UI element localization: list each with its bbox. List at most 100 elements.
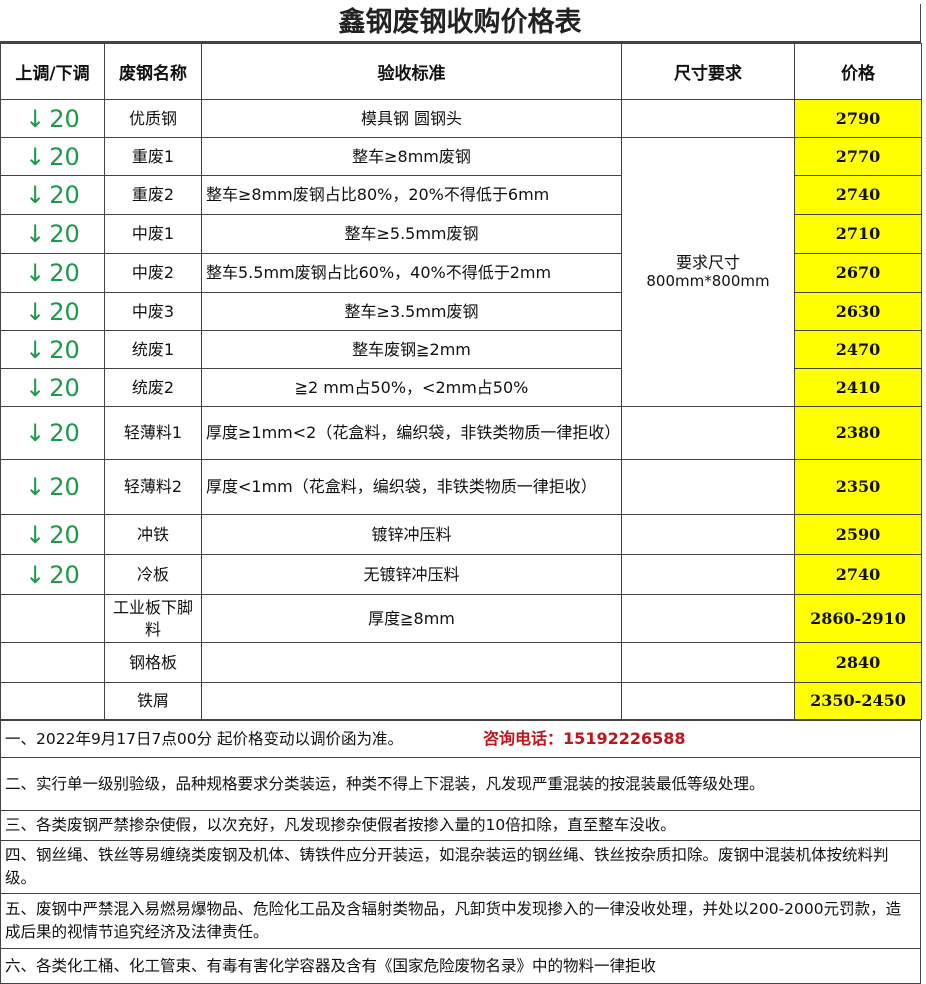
adjust-cell (0, 682, 105, 720)
price-table: 上调/下调 废钢名称 验收标准 尺寸要求 价格 ↓ 20 优质钢 模具钢 圆钢头 279… (0, 43, 922, 720)
standard-cell: 厚度<1mm（花盒料，编织袋，非铁类物质一律拒收） (201, 459, 622, 515)
standard-cell: 整车≥3.5mm废钢 (201, 292, 622, 331)
note-2: 二、实行单一级别验级，品种规格要求分类装运，种类不得上下混装，凡发现严重混装的按… (0, 757, 921, 811)
note-6: 六、各类化工桶、化工管束、有毒有害化学容器及含有《国家危险废物名录》中的物料一律… (0, 948, 921, 984)
table-row: ↓ 20 冷板 无镀锌冲压料 2740 (0, 554, 922, 595)
standard-cell: 厚度≥1mm<2（花盒料，编织袋，非铁类物质一律拒收） (201, 406, 622, 460)
name-cell: 工业板下脚料 (104, 594, 202, 643)
page-title: 鑫钢废钢收购价格表 (0, 4, 921, 43)
size-cell (621, 406, 795, 460)
table-row: ↓ 20 统废1 整车废钢≧2mm 2470 (0, 330, 922, 369)
size-cell (621, 642, 795, 683)
name-cell: 中废2 (104, 253, 202, 293)
standard-cell (201, 642, 622, 683)
standard-cell: 整车≥8mm废钢占比80%，20%不得低于6mm (201, 175, 622, 215)
name-cell: 轻薄料2 (104, 459, 202, 515)
header-adjust: 上调/下调 (0, 43, 105, 100)
adjust-cell: ↓ 20 (0, 330, 105, 369)
table-row: ↓ 20 冲铁 镀锌冲压料 2590 (0, 514, 922, 555)
price-cell: 2410 (794, 368, 922, 407)
price-cell: 2630 (794, 292, 922, 331)
arrow-down-icon: ↓ (25, 259, 46, 287)
table-row: ↓ 20 重废1 整车≥8mm废钢 要求尺寸 800mm*800mm 2770 (0, 137, 922, 407)
name-cell: 统废1 (104, 330, 202, 369)
adjust-cell: ↓ 20 (0, 554, 105, 595)
standard-cell: 整车≥8mm废钢 (201, 137, 622, 176)
price-cell: 2860-2910 (794, 594, 922, 643)
arrow-down-icon: ↓ (25, 560, 46, 589)
table-row: ↓ 20 优质钢 模具钢 圆钢头 2790 (0, 99, 922, 138)
adjust-cell: ↓ 20 (0, 514, 105, 555)
standard-cell (201, 682, 622, 720)
arrow-down-icon: ↓ (25, 142, 46, 171)
header-standard: 验收标准 (201, 43, 622, 100)
header-price: 价格 (794, 43, 922, 100)
size-cell (621, 682, 795, 720)
standard-cell: 模具钢 圆钢头 (201, 99, 622, 138)
adjust-cell: ↓ 20 (0, 368, 105, 407)
price-sheet: 鑫钢废钢收购价格表 上调/下调 废钢名称 验收标准 尺寸要求 价格 ↓ 20 优质钢… (0, 4, 922, 984)
adjust-cell (0, 642, 105, 683)
notes-table: 一、2022年9月17日7点00分 起价格变动以调价函为准。 咨询电话：15192… (0, 720, 921, 984)
adjust-cell: ↓ 20 (0, 459, 105, 515)
table-row: ↓ 20 重废2 整车≥8mm废钢占比80%，20%不得低于6mm 2740 (0, 175, 922, 215)
price-cell: 2380 (794, 406, 922, 460)
arrow-down-icon: ↓ (25, 473, 46, 501)
note-4: 四、钢丝绳、铁丝等易缠绕类废钢及机体、铸铁件应分开装运，如混杂装运的钢丝绳、铁丝… (0, 840, 921, 894)
size-cell (621, 459, 795, 515)
size-cell (621, 99, 795, 138)
header-row: 上调/下调 废钢名称 验收标准 尺寸要求 价格 (0, 43, 922, 100)
header-size: 尺寸要求 (621, 43, 795, 100)
name-cell: 中废3 (104, 292, 202, 331)
size-cell (621, 514, 795, 555)
price-cell: 2740 (794, 554, 922, 595)
arrow-down-icon: ↓ (25, 520, 46, 549)
name-cell: 重废1 (104, 137, 202, 176)
standard-cell: 厚度≧8mm (201, 594, 622, 643)
arrow-down-icon: ↓ (25, 335, 46, 364)
price-cell: 2350 (794, 459, 922, 515)
adjust-cell: ↓ 20 (0, 214, 105, 254)
standard-cell: 镀锌冲压料 (201, 514, 622, 555)
name-cell: 冲铁 (104, 514, 202, 555)
adjust-cell: ↓ 20 (0, 292, 105, 331)
price-cell: 2470 (794, 330, 922, 369)
table-row: 铁屑 2350-2450 (0, 682, 922, 720)
table-row: ↓ 20 中废2 整车5.5mm废钢占比60%，40%不得低于2mm 2670 (0, 253, 922, 293)
standard-cell: ≧2 mm占50%，<2mm占50% (201, 368, 622, 407)
adjust-cell: ↓ 20 (0, 99, 105, 138)
adjust-cell: ↓ 20 (0, 137, 105, 176)
adjust-cell (0, 594, 105, 643)
standard-cell: 整车5.5mm废钢占比60%，40%不得低于2mm (201, 253, 622, 293)
name-cell: 轻薄料1 (104, 406, 202, 460)
price-cell: 2710 (794, 214, 922, 254)
arrow-down-icon: ↓ (25, 297, 46, 326)
name-cell: 铁屑 (104, 682, 202, 720)
price-cell: 2740 (794, 175, 922, 215)
adjust-cell: ↓ 20 (0, 406, 105, 460)
size-cell (621, 554, 795, 595)
price-cell: 2350-2450 (794, 682, 922, 720)
arrow-down-icon: ↓ (25, 104, 46, 133)
name-cell: 冷板 (104, 554, 202, 595)
arrow-down-icon: ↓ (25, 181, 46, 209)
note-1: 一、2022年9月17日7点00分 起价格变动以调价函为准。 咨询电话：15192… (0, 720, 921, 758)
adjust-cell: ↓ 20 (0, 175, 105, 215)
price-cell: 2840 (794, 642, 922, 683)
standard-cell: 无镀锌冲压料 (201, 554, 622, 595)
table-row: ↓ 20 统废2 ≧2 mm占50%，<2mm占50% 2410 (0, 368, 922, 407)
table-row: ↓ 20 轻薄料1 厚度≥1mm<2（花盒料，编织袋，非铁类物质一律拒收） 2380 (0, 406, 922, 460)
arrow-down-icon: ↓ (25, 220, 46, 248)
phone-number: 咨询电话：15192226588 (483, 729, 686, 748)
header-name: 废钢名称 (104, 43, 202, 100)
table-row: ↓ 20 中废1 整车≥5.5mm废钢 2710 (0, 214, 922, 254)
name-cell: 优质钢 (104, 99, 202, 138)
size-cell (621, 594, 795, 643)
price-cell: 2590 (794, 514, 922, 555)
name-cell: 统废2 (104, 368, 202, 407)
standard-cell: 整车废钢≧2mm (201, 330, 622, 369)
arrow-down-icon: ↓ (25, 373, 46, 402)
name-cell: 重废2 (104, 175, 202, 215)
arrow-down-icon: ↓ (25, 419, 46, 447)
size-requirement-cell: 要求尺寸 800mm*800mm (621, 137, 795, 407)
